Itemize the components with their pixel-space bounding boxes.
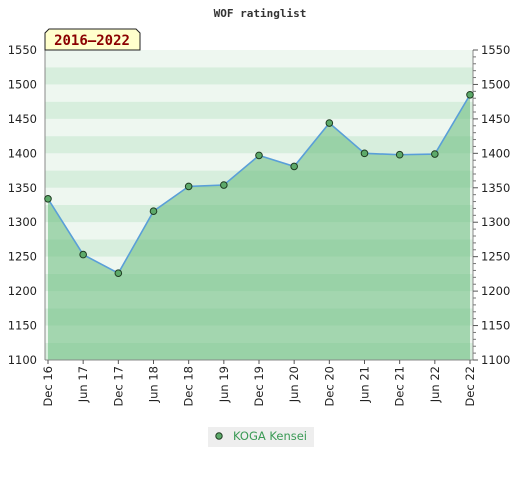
x-tick-label: Dec 22	[463, 366, 477, 407]
data-point	[431, 150, 439, 158]
y-tick-label-right: 1550	[481, 43, 510, 57]
data-point	[360, 149, 369, 158]
y-tick-label-right: 1150	[481, 319, 510, 333]
period-badge: 2016–2022	[44, 28, 141, 51]
legend-marker	[215, 432, 223, 440]
data-point	[255, 151, 263, 160]
y-tick-label-left: 1550	[8, 43, 37, 57]
x-tick-label: Dec 21	[393, 366, 407, 407]
y-tick-label-left: 1200	[8, 284, 37, 298]
data-point	[79, 250, 87, 259]
x-tick-label: Dec 20	[322, 366, 336, 407]
x-tick-label: Jun 22	[428, 366, 442, 403]
y-tick-label-left: 1300	[8, 215, 37, 229]
data-point	[466, 90, 474, 99]
y-axis-right: 1100 1150 1200 1250 1300 1350 1400 1450 1500 1550	[473, 43, 510, 367]
legend-label: KOGA Kensei	[233, 429, 307, 443]
y-tick-label-right: 1450	[481, 112, 510, 126]
y-axis-left: 1100 1150 1200 1250 1300 1350 1400 1450 1500 1550	[8, 43, 37, 367]
data-point	[114, 269, 123, 278]
y-tick-label-left: 1250	[8, 250, 37, 264]
y-tick-label-left: 1350	[8, 181, 37, 195]
y-tick-label-left: 1500	[8, 77, 37, 91]
series-points	[44, 90, 474, 278]
data-point	[184, 182, 193, 191]
x-tick-label: Jun 19	[217, 366, 231, 403]
data-point	[395, 150, 404, 159]
y-tick-label-right: 1300	[481, 215, 510, 229]
background-band	[45, 50, 473, 68]
y-tick-label-right: 1200	[481, 284, 510, 298]
y-tick-label-right: 1400	[481, 146, 510, 160]
y-tick-label-left: 1450	[8, 112, 37, 126]
data-point	[149, 207, 158, 215]
y-tick-label-right: 1500	[481, 77, 510, 91]
data-area	[48, 94, 470, 361]
y-tick-label-right: 1250	[481, 250, 510, 264]
background-band	[45, 67, 473, 85]
x-axis: Dec 16 Jun 17 Dec 17 Jun 18 Dec 18 Jun 19 Dec …	[41, 360, 477, 407]
badge-label: 2016–2022	[54, 33, 130, 49]
data-point	[290, 162, 298, 171]
area-fill	[48, 94, 470, 361]
y-tick-label-left: 1100	[8, 353, 37, 367]
background-band	[45, 101, 473, 119]
legend-box	[208, 427, 314, 447]
badge-box	[44, 28, 141, 51]
x-tick-label: Jun 21	[358, 366, 372, 403]
x-tick-label: Jun 20	[287, 366, 301, 403]
x-tick-label: Dec 18	[182, 366, 196, 407]
data-point	[44, 195, 52, 203]
data-point	[220, 181, 228, 189]
x-tick-label: Dec 16	[41, 366, 55, 407]
background-band	[45, 84, 473, 102]
y-tick-label-left: 1150	[8, 319, 37, 333]
x-tick-label: Dec 17	[111, 366, 125, 407]
data-point	[325, 119, 334, 127]
y-tick-label-right: 1350	[481, 181, 510, 195]
legend[interactable]: KOGA Kensei	[208, 427, 314, 447]
background-band	[45, 118, 473, 137]
y-tick-label-left: 1400	[8, 146, 37, 160]
background-band	[45, 136, 473, 154]
x-tick-label: Jun 18	[147, 366, 161, 403]
x-tick-label: Dec 19	[252, 366, 266, 407]
chart-title: WOF ratinglist	[214, 7, 307, 20]
y-tick-label-right: 1100	[481, 353, 510, 367]
x-tick-label: Jun 17	[76, 366, 90, 403]
